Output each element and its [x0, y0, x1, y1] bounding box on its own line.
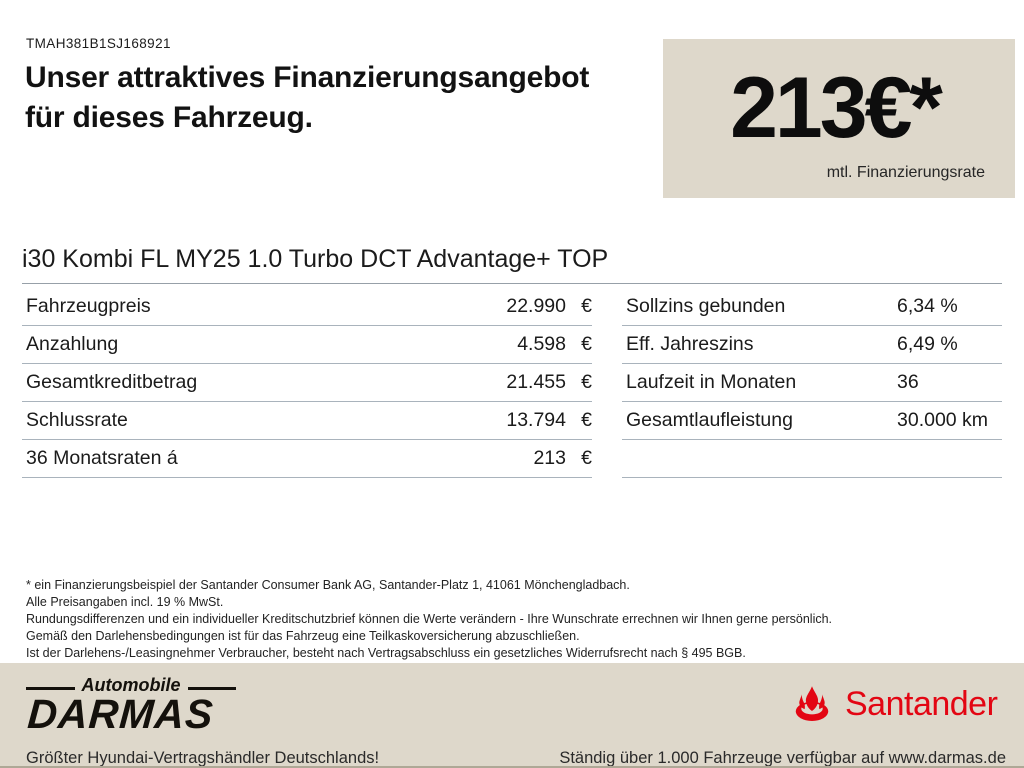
finance-row-unit: €	[581, 409, 592, 431]
financing-table-left: Fahrzeugpreis 22.990 € Anzahlung 4.598 €…	[22, 288, 592, 478]
finance-row-fahrzeugpreis: Fahrzeugpreis 22.990 €	[22, 288, 592, 326]
finance-row-value: 22.990	[506, 295, 566, 317]
finance-row-unit: €	[581, 295, 592, 317]
monthly-rate-amount: 213€*	[730, 60, 943, 156]
darmas-logo: Automobile DARMAS	[26, 675, 236, 738]
finance-row-value: 4.598	[517, 333, 566, 355]
finance-row-label: Eff. Jahreszins	[626, 333, 754, 355]
dealer-tagline: Größter Hyundai-Vertragshändler Deutschl…	[26, 748, 380, 767]
finance-row-schlussrate: Schlussrate 13.794 €	[22, 402, 592, 440]
footer: Automobile DARMAS Santander Größter Hyun…	[0, 663, 1024, 768]
finance-row-value: 13.794	[506, 409, 566, 431]
finance-row-label: Anzahlung	[26, 333, 119, 355]
finance-row-empty	[622, 440, 1002, 478]
finance-row-label: Fahrzeugpreis	[26, 295, 151, 317]
finance-row-label: 36 Monatsraten á	[26, 447, 178, 469]
financing-table-right: Sollzins gebunden 6,34 % Eff. Jahreszins…	[622, 288, 1002, 478]
disclaimer-line: * ein Finanzierungsbeispiel der Santande…	[26, 578, 630, 592]
disclaimer-line: Rundungsdifferenzen und ein individuelle…	[26, 612, 833, 626]
bottom-edge-divider	[0, 766, 1024, 768]
finance-row-value: 213	[533, 447, 566, 469]
darmas-logo-name: DARMAS	[26, 691, 216, 737]
finance-row-anzahlung: Anzahlung 4.598 €	[22, 326, 592, 364]
monthly-rate-box: 213€* mtl. Finanzierungsrate	[663, 39, 1015, 198]
finance-row-unit: €	[581, 371, 592, 393]
disclaimer-line: Alle Preisangaben incl. 19 % MwSt.	[26, 595, 224, 609]
finance-row-label: Schlussrate	[26, 409, 128, 431]
disclaimer-text: * ein Finanzierungsbeispiel der Santande…	[26, 577, 986, 662]
page-title-line2: für dieses Fahrzeug.	[25, 101, 313, 134]
darmas-logo-automobile: Automobile	[81, 675, 181, 695]
monthly-rate-caption: mtl. Finanzierungsrate	[826, 164, 985, 181]
finance-row-monatsraten: 36 Monatsraten á 213 €	[22, 440, 592, 478]
finance-row-value: 30.000 km	[897, 409, 989, 431]
finance-row-value: 6,49 %	[897, 333, 958, 355]
finance-row-jahreszins: Eff. Jahreszins 6,49 %	[622, 326, 1002, 364]
finance-row-value: 36	[897, 371, 919, 393]
finance-row-unit: €	[581, 333, 592, 355]
vin-number: TMAH381B1SJ168921	[26, 36, 171, 51]
finance-row-value: 21.455	[506, 371, 566, 393]
finance-row-label: Laufzeit in Monaten	[626, 371, 797, 393]
finance-row-gesamtkreditbetrag: Gesamtkreditbetrag 21.455 €	[22, 364, 592, 402]
website-tagline: Ständig über 1.000 Fahrzeuge verfügbar a…	[559, 748, 1006, 767]
finance-row-label: Sollzins gebunden	[626, 295, 786, 317]
logo-rule-right	[187, 687, 236, 690]
page-title: Unser attraktives Finanzierungsangebot f…	[25, 58, 589, 138]
vehicle-title: i30 Kombi FL MY25 1.0 Turbo DCT Advantag…	[22, 245, 1002, 284]
logo-rule-left	[26, 687, 75, 690]
finance-row-unit: €	[581, 447, 592, 469]
finance-row-value: 6,34 %	[897, 295, 958, 317]
finance-row-laufzeit: Laufzeit in Monaten 36	[622, 364, 1002, 402]
santander-logo-text: Santander	[845, 685, 998, 723]
santander-logo: Santander	[788, 685, 998, 723]
finance-row-label: Gesamtkreditbetrag	[26, 371, 198, 393]
finance-row-sollzins: Sollzins gebunden 6,34 %	[622, 288, 1002, 326]
disclaimer-line: Gemäß den Darlehensbedingungen ist für d…	[26, 629, 580, 643]
finance-row-label: Gesamtlaufleistung	[626, 409, 793, 431]
santander-flame-icon	[795, 686, 829, 721]
disclaimer-line: Ist der Darlehens-/Leasingnehmer Verbrau…	[26, 646, 746, 660]
finance-row-gesamtlaufleistung: Gesamtlaufleistung 30.000 km	[622, 402, 1002, 440]
page-title-line1: Unser attraktives Finanzierungsangebot	[25, 61, 590, 94]
